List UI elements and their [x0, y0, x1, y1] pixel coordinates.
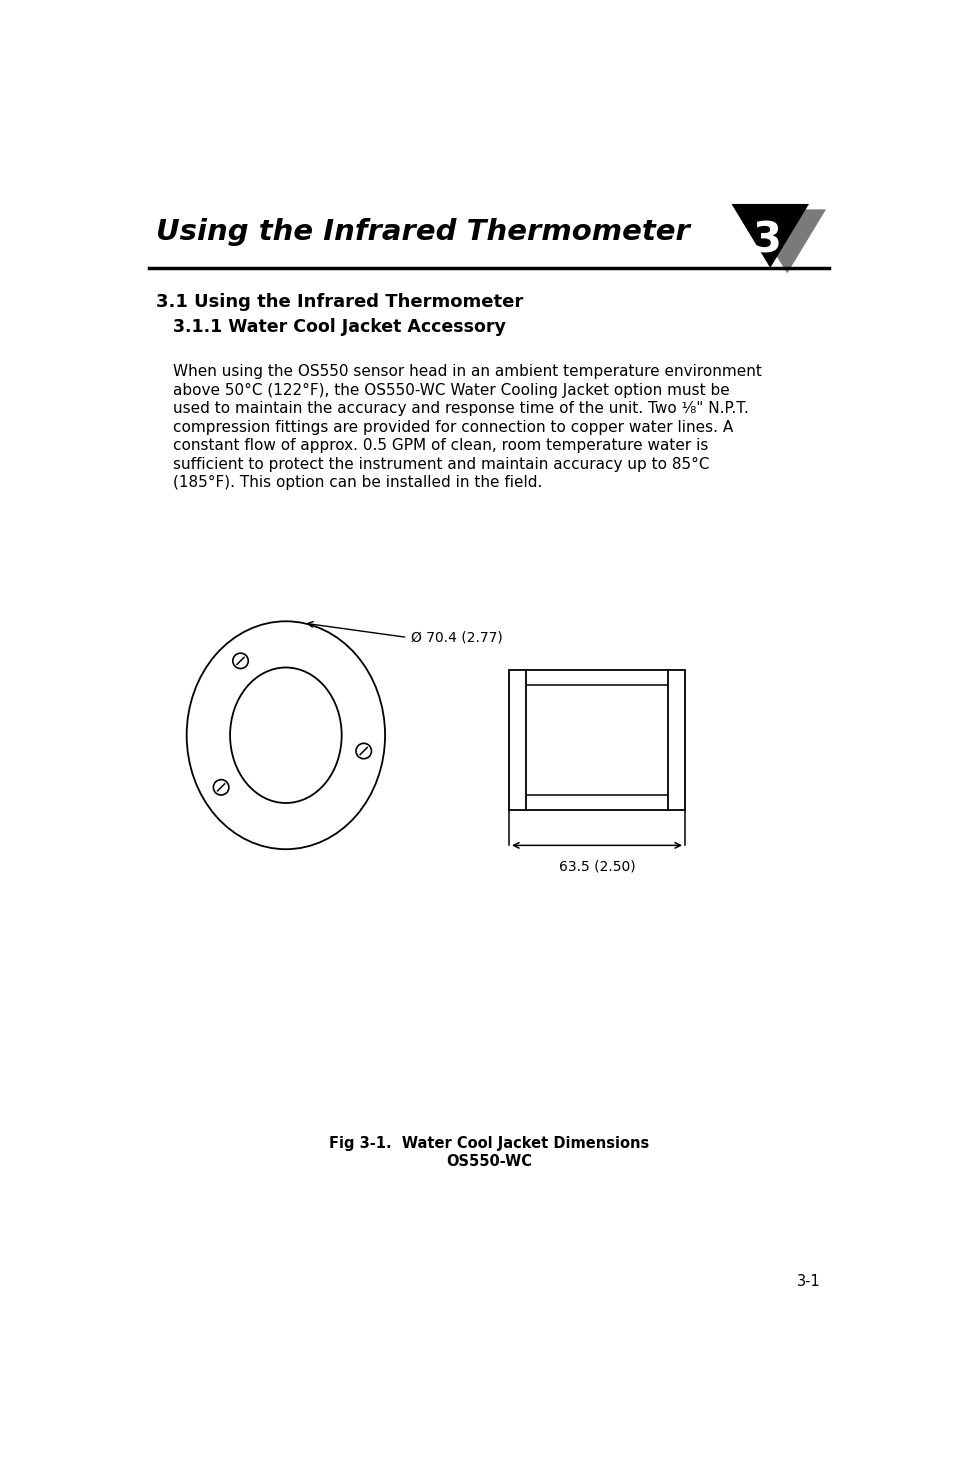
Text: sufficient to protect the instrument and maintain accuracy up to 85°C: sufficient to protect the instrument and… [173, 456, 709, 472]
Polygon shape [746, 209, 825, 273]
Text: used to maintain the accuracy and response time of the unit. Two ¹⁄₈" N.P.T.: used to maintain the accuracy and respon… [173, 401, 748, 416]
Text: OS550-WC: OS550-WC [445, 1153, 532, 1168]
Bar [509, 670, 525, 810]
Text: 3: 3 [751, 220, 781, 261]
Text: Using the Infrared Thermometer: Using the Infrared Thermometer [156, 218, 690, 246]
Text: compression fittings are provided for connection to copper water lines. A: compression fittings are provided for co… [173, 419, 733, 435]
Bar [667, 670, 684, 810]
Text: 63.5 (2.50): 63.5 (2.50) [558, 860, 635, 873]
Text: (185°F). This option can be installed in the field.: (185°F). This option can be installed in… [173, 475, 542, 490]
Text: Fig 3-1.  Water Cool Jacket Dimensions: Fig 3-1. Water Cool Jacket Dimensions [329, 1136, 648, 1150]
Text: Ø 70.4 (2.77): Ø 70.4 (2.77) [411, 630, 502, 645]
Text: above 50°C (122°F), the OS550-WC Water Cooling Jacket option must be: above 50°C (122°F), the OS550-WC Water C… [173, 382, 729, 398]
Text: 3.1 Using the Infrared Thermometer: 3.1 Using the Infrared Thermometer [156, 292, 523, 311]
Text: 3.1.1 Water Cool Jacket Accessory: 3.1.1 Water Cool Jacket Accessory [173, 319, 506, 336]
Text: constant flow of approx. 0.5 GPM of clean, room temperature water is: constant flow of approx. 0.5 GPM of clea… [173, 438, 708, 453]
Text: When using the OS550 sensor head in an ambient temperature environment: When using the OS550 sensor head in an a… [173, 364, 761, 379]
Polygon shape [731, 204, 808, 268]
Text: 3-1: 3-1 [796, 1274, 820, 1289]
